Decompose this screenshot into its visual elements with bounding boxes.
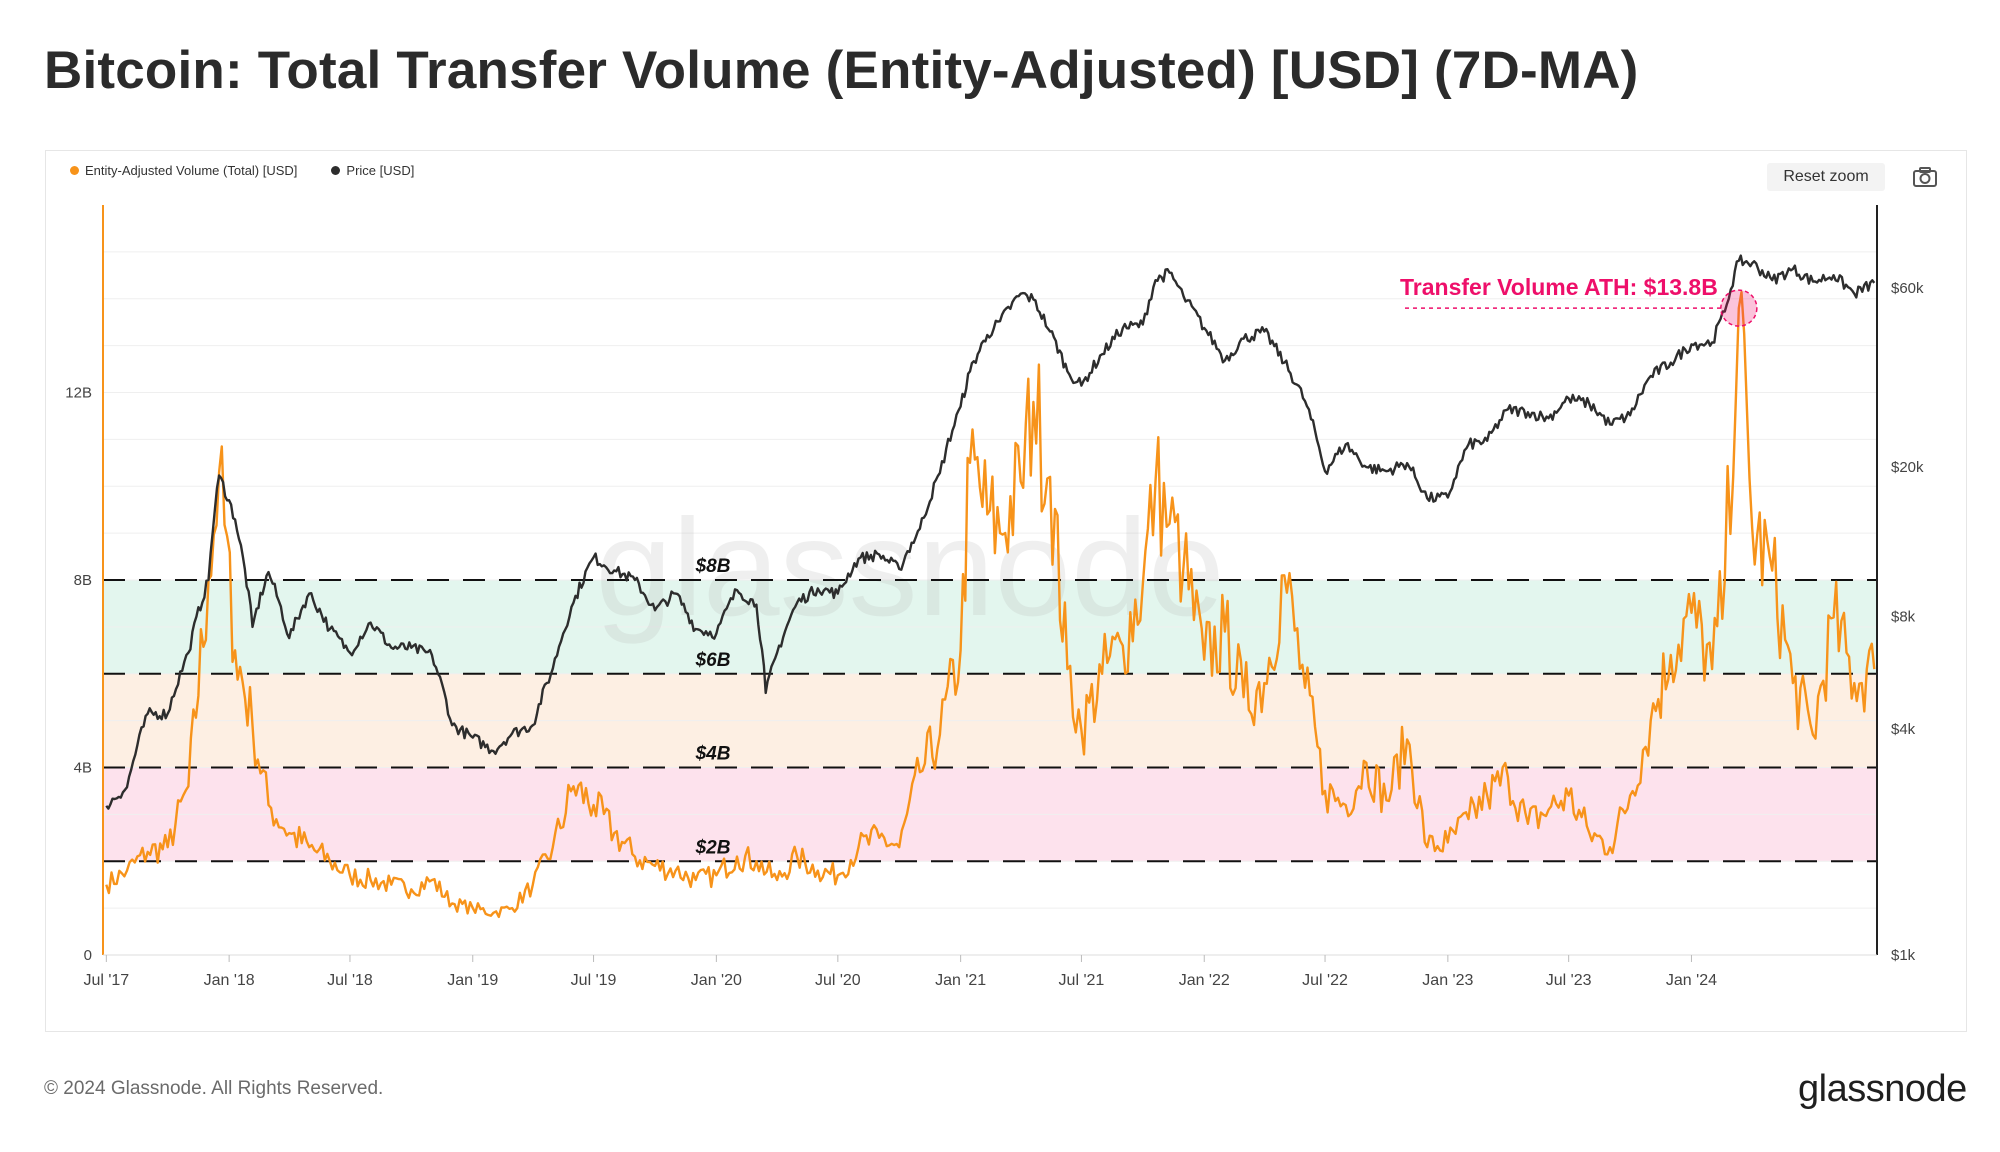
y-right-tick-label: $20k (1891, 459, 1924, 476)
legend-label-volume: Entity-Adjusted Volume (Total) [USD] (85, 163, 298, 178)
x-tick-label: Jan '22 (1179, 972, 1230, 989)
copyright-text: © 2024 Glassnode. All Rights Reserved. (44, 1078, 384, 1099)
annotation-ath-marker[interactable] (1720, 289, 1758, 327)
legend-label-price: Price [USD] (346, 163, 415, 178)
threshold-label-0: $8B (695, 556, 731, 577)
y-left-tick-label: 4B (74, 760, 92, 777)
watermark: glassnode (595, 491, 1224, 645)
y-right-tick-label: $4k (1891, 721, 1916, 738)
reset-zoom-button[interactable]: Reset zoom (1767, 163, 1885, 191)
x-tick-label: Jul '22 (1302, 972, 1348, 989)
x-tick-label: Jul '23 (1546, 972, 1592, 989)
threshold-label-1: $6B (695, 650, 731, 671)
series-line-volume (105, 290, 1876, 919)
series-line-price (105, 254, 1876, 810)
legend-item-price[interactable]: Price [USD] (331, 163, 414, 178)
y-left-tick-label: 0 (84, 947, 92, 964)
x-tick-label: Jul '21 (1059, 972, 1105, 989)
x-tick-label: Jan '20 (691, 972, 742, 989)
x-tick-label: Jul '20 (815, 972, 861, 989)
glassnode-logo: glassnode (1798, 1068, 1967, 1110)
x-tick-label: Jan '24 (1666, 972, 1717, 989)
x-tick-label: Jul '19 (571, 972, 617, 989)
legend-dot-price (331, 166, 341, 175)
y-right-tick-label: $1k (1891, 947, 1916, 964)
x-tick-label: Jan '18 (204, 972, 255, 989)
y-right-tick-label: $60k (1891, 280, 1924, 297)
annotation-label: Transfer Volume ATH: $13.8B (1400, 274, 1718, 300)
y-left-tick-label: 8B (74, 572, 92, 589)
threshold-label-2: $4B (695, 744, 731, 765)
legend-dot-volume (70, 166, 79, 175)
legend-item-volume[interactable]: Entity-Adjusted Volume (Total) [USD] (70, 163, 297, 178)
x-tick-label: Jan '23 (1422, 972, 1473, 989)
x-tick-label: Jan '21 (935, 972, 986, 989)
y-left-tick-label: 12B (65, 385, 92, 402)
x-tick-label: Jul '17 (83, 972, 129, 989)
threshold-label-3: $2B (695, 837, 731, 858)
y-right-tick-label: $8k (1891, 608, 1916, 625)
x-tick-label: Jan '19 (447, 972, 498, 989)
camera-icon[interactable] (1912, 166, 1938, 188)
page-title: Bitcoin: Total Transfer Volume (Entity-A… (44, 41, 1639, 100)
legend: Entity-Adjusted Volume (Total) [USD] Pri… (70, 163, 414, 178)
x-tick-label: Jul '18 (327, 972, 373, 989)
